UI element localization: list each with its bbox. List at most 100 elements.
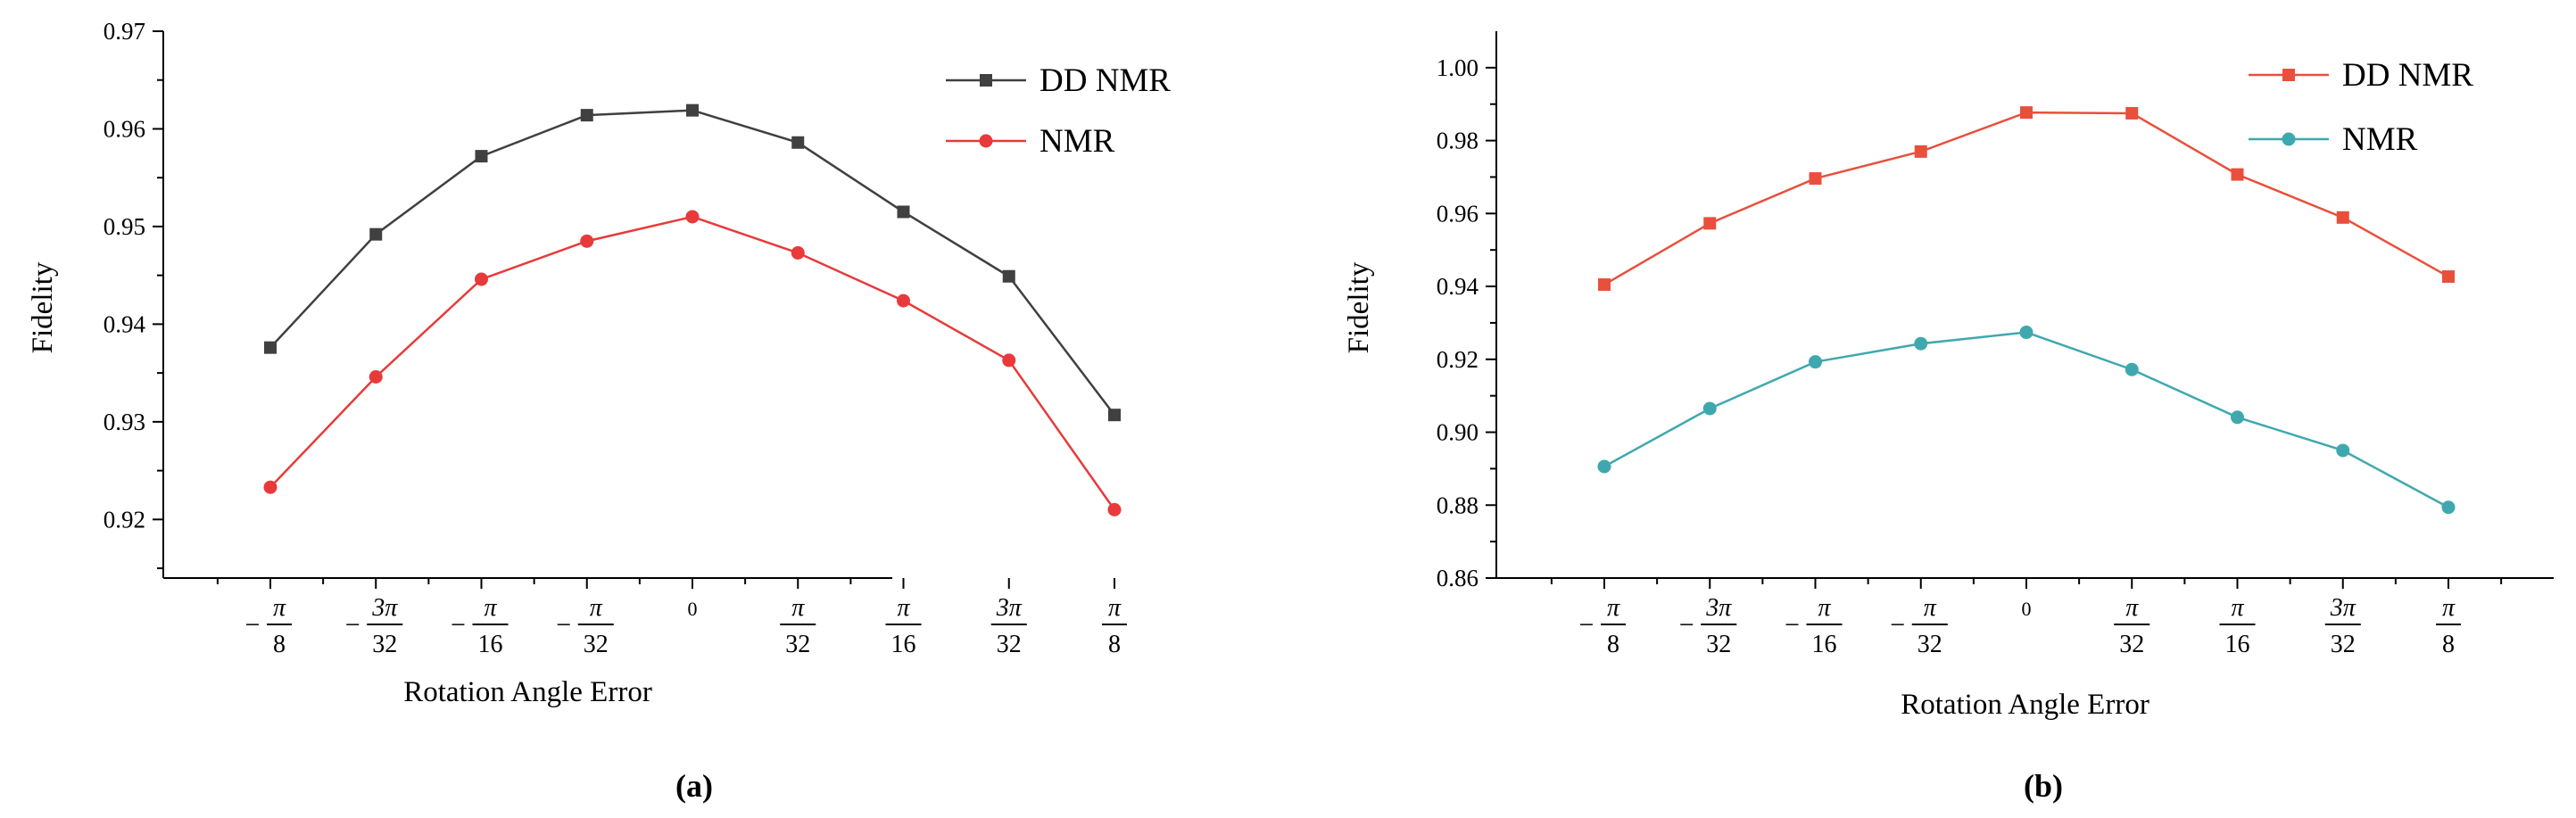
legend-marker-circle xyxy=(2282,132,2296,146)
x-tick-minus-sign: − xyxy=(556,610,571,640)
y-tick-label: 1.00 xyxy=(1437,54,1479,81)
panel-label: (a) xyxy=(675,768,713,804)
x-tick-label: π 32 xyxy=(780,594,816,658)
x-tick-numerator: π xyxy=(273,594,286,622)
data-point-square xyxy=(475,150,488,163)
x-tick-denominator: 32 xyxy=(2331,631,2356,658)
data-point-square xyxy=(2125,106,2139,120)
data-point-circle xyxy=(791,245,805,260)
data-point-square xyxy=(1809,172,1822,186)
series-line xyxy=(1603,331,2449,508)
data-point-circle xyxy=(2231,410,2244,425)
x-tick-numerator: π xyxy=(1108,594,1122,622)
x-tick-denominator: 32 xyxy=(1918,631,1942,658)
x-tick-label-zero: 0 xyxy=(2022,598,2032,620)
data-point-square xyxy=(2442,270,2455,284)
x-tick-numerator: π xyxy=(1818,594,1831,622)
series-nmr xyxy=(263,210,1122,516)
data-point-square xyxy=(897,205,910,219)
x-tick-numerator: π xyxy=(2442,594,2456,622)
series-dd-nmr xyxy=(264,103,1121,422)
x-tick-denominator: 32 xyxy=(2119,631,2144,658)
legend-label: DD NMR xyxy=(2342,57,2473,94)
x-tick-numerator: 3π xyxy=(371,594,398,622)
x-tick-minus-sign: − xyxy=(1679,610,1694,640)
x-tick-numerator: 3π xyxy=(996,594,1023,622)
legend-label: DD NMR xyxy=(1040,62,1171,99)
x-tick-denominator: 32 xyxy=(584,631,609,658)
x-tick-denominator: 8 xyxy=(1108,631,1121,658)
data-point-circle xyxy=(2336,443,2350,458)
data-point-square xyxy=(2231,168,2244,181)
x-tick-label: 3π 32− xyxy=(345,594,403,658)
x-tick-minus-sign: − xyxy=(1579,610,1594,640)
x-axis-title: Rotation Angle Error xyxy=(1901,689,2149,721)
y-tick-label: 0.98 xyxy=(1437,128,1479,154)
x-tick-label: 0 xyxy=(688,598,698,620)
y-axis-title: Fidelity xyxy=(27,261,59,353)
y-axis-title: Fidelity xyxy=(1343,261,1375,353)
x-tick-label: π 16 xyxy=(2219,594,2256,658)
x-tick-label: π 32− xyxy=(556,594,614,658)
x-tick-denominator: 32 xyxy=(997,631,1022,658)
data-point-square xyxy=(1703,217,1717,230)
x-tick-numerator: 3π xyxy=(1705,594,1732,622)
data-point-square xyxy=(2020,106,2033,120)
y-tick-label: 0.88 xyxy=(1437,492,1479,518)
x-tick-denominator: 8 xyxy=(1607,631,1619,658)
y-tick-label: 0.86 xyxy=(1437,565,1479,591)
data-point-square xyxy=(2336,211,2349,224)
x-tick-minus-sign: − xyxy=(451,610,466,640)
x-tick-minus-sign: − xyxy=(345,610,360,640)
x-tick-label: π8 xyxy=(1102,594,1127,658)
y-tick-label: 0.93 xyxy=(104,409,145,435)
x-tick-numerator: π xyxy=(2231,594,2244,622)
x-tick-numerator: π xyxy=(791,594,805,622)
data-point-square xyxy=(1108,409,1121,422)
data-point-circle xyxy=(685,210,700,224)
x-tick-label-zero: 0 xyxy=(688,598,698,620)
x-tick-numerator: π xyxy=(1607,594,1620,622)
x-tick-label: 0 xyxy=(2022,598,2032,620)
data-point-circle xyxy=(1914,336,1928,351)
data-point-circle xyxy=(1002,353,1016,368)
x-tick-label: π 16 xyxy=(885,594,922,658)
y-tick-label: 0.97 xyxy=(104,18,145,45)
x-tick-numerator: 3π xyxy=(2330,594,2357,622)
data-point-circle xyxy=(2019,326,2033,340)
x-tick-denominator: 16 xyxy=(2225,631,2250,658)
x-tick-label: π 32− xyxy=(1890,594,1948,658)
x-tick-numerator: π xyxy=(2125,594,2139,622)
y-tick-label: 0.96 xyxy=(104,115,145,142)
chart-panel-a: 0.920.930.940.950.960.97π8−3π32−π16−π32−… xyxy=(27,18,1171,804)
legend-marker-square xyxy=(980,74,992,87)
data-point-circle xyxy=(2441,500,2456,515)
data-point-circle xyxy=(897,293,910,308)
data-point-circle xyxy=(1809,355,1822,369)
series-line xyxy=(269,215,1116,511)
data-point-circle xyxy=(1702,401,1717,416)
data-point-circle xyxy=(1597,459,1611,474)
series-line xyxy=(269,109,1115,416)
legend-marker-circle xyxy=(979,134,993,148)
x-tick-numerator: π xyxy=(897,594,910,622)
y-tick-label: 0.94 xyxy=(1437,273,1479,300)
legend-entry-nmr: NMR xyxy=(946,123,1115,160)
series-dd-nmr xyxy=(1598,106,2455,292)
data-point-square xyxy=(264,341,277,354)
x-tick-label: π 8− xyxy=(245,594,292,658)
x-tick-denominator: 8 xyxy=(273,631,286,658)
x-tick-minus-sign: − xyxy=(1785,610,1800,640)
x-tick-minus-sign: − xyxy=(245,610,261,640)
x-tick-numerator: π xyxy=(1924,594,1937,622)
data-point-square xyxy=(686,103,699,117)
chart-panel-b: 0.860.880.900.920.940.960.981.00π8−3π32−… xyxy=(1343,31,2554,804)
x-tick-label: π 8− xyxy=(1579,594,1626,658)
data-point-square xyxy=(369,227,383,241)
legend-label: NMR xyxy=(1040,123,1115,160)
x-tick-numerator: π xyxy=(590,594,603,622)
panel-label: (b) xyxy=(2024,768,2063,804)
data-point-circle xyxy=(2125,362,2139,376)
data-point-circle xyxy=(475,272,488,286)
